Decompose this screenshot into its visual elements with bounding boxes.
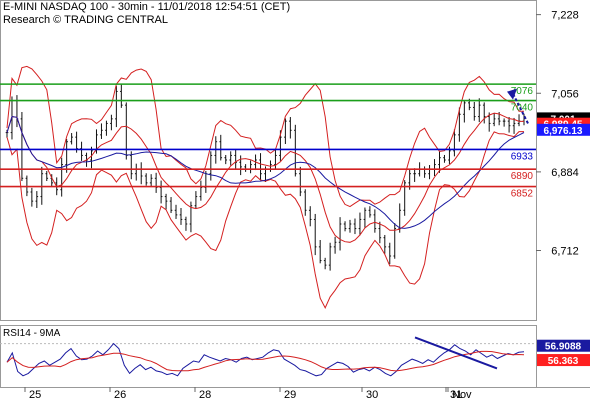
- rsi-value-tag-label: 56.9088: [545, 342, 582, 353]
- rsi-value-tag-label: 56.363: [548, 356, 579, 367]
- price-tag-box: [537, 117, 590, 130]
- level-label: 6852: [511, 189, 534, 200]
- rsi-trendline: [414, 336, 498, 370]
- price-tick-label: 6,884: [551, 167, 579, 179]
- price-tag-label: 6,976.13: [544, 126, 583, 137]
- chart-subtitle: Research © TRADING CENTRAL: [3, 14, 168, 26]
- candles: [5, 84, 526, 271]
- time-tick-label: 28: [199, 389, 211, 400]
- rsi-title: RSI14 - 9MA: [3, 328, 61, 339]
- level-label: 6933: [511, 151, 534, 162]
- upper-band: [6, 65, 524, 208]
- price-tick-label: 6,712: [551, 246, 579, 258]
- time-tick-label: 26: [114, 389, 126, 400]
- rsi-value-tag-box: [537, 339, 590, 352]
- main-panel-border: [0, 0, 537, 321]
- time-tick-label: 31: [450, 389, 462, 400]
- slow-moving-average: [6, 116, 525, 229]
- rsi-value-tag-box: [537, 354, 590, 367]
- chart-title: E-MINI NASDAQ 100 - 30min - 11/01/2018 1…: [3, 1, 291, 13]
- time-tick-label: 25: [29, 389, 41, 400]
- time-tick-label: 29: [284, 389, 296, 400]
- forecast-arrow-head: [507, 88, 517, 100]
- price-tag-box: [537, 123, 590, 136]
- time-tick-label: 30: [366, 389, 378, 400]
- rsi-line: [6, 342, 525, 377]
- middle-band: [6, 112, 524, 243]
- level-label: 7076: [511, 86, 534, 97]
- lower-band: [6, 131, 524, 309]
- rsi-value-tag: 56.9088: [537, 339, 590, 353]
- level-label: 6890: [511, 171, 534, 182]
- rsi-ma-line: [6, 350, 525, 372]
- time-tick-label: Nov: [452, 389, 472, 400]
- price-tag: 6,976.13: [537, 123, 590, 137]
- price-tick-label: 7,228: [551, 10, 579, 22]
- forecast-arrow-shaft: [512, 93, 529, 124]
- price-tick-label: 7,056: [551, 88, 579, 100]
- rsi-value-tag: 56.363: [537, 354, 590, 367]
- level-label: 7040: [511, 103, 534, 114]
